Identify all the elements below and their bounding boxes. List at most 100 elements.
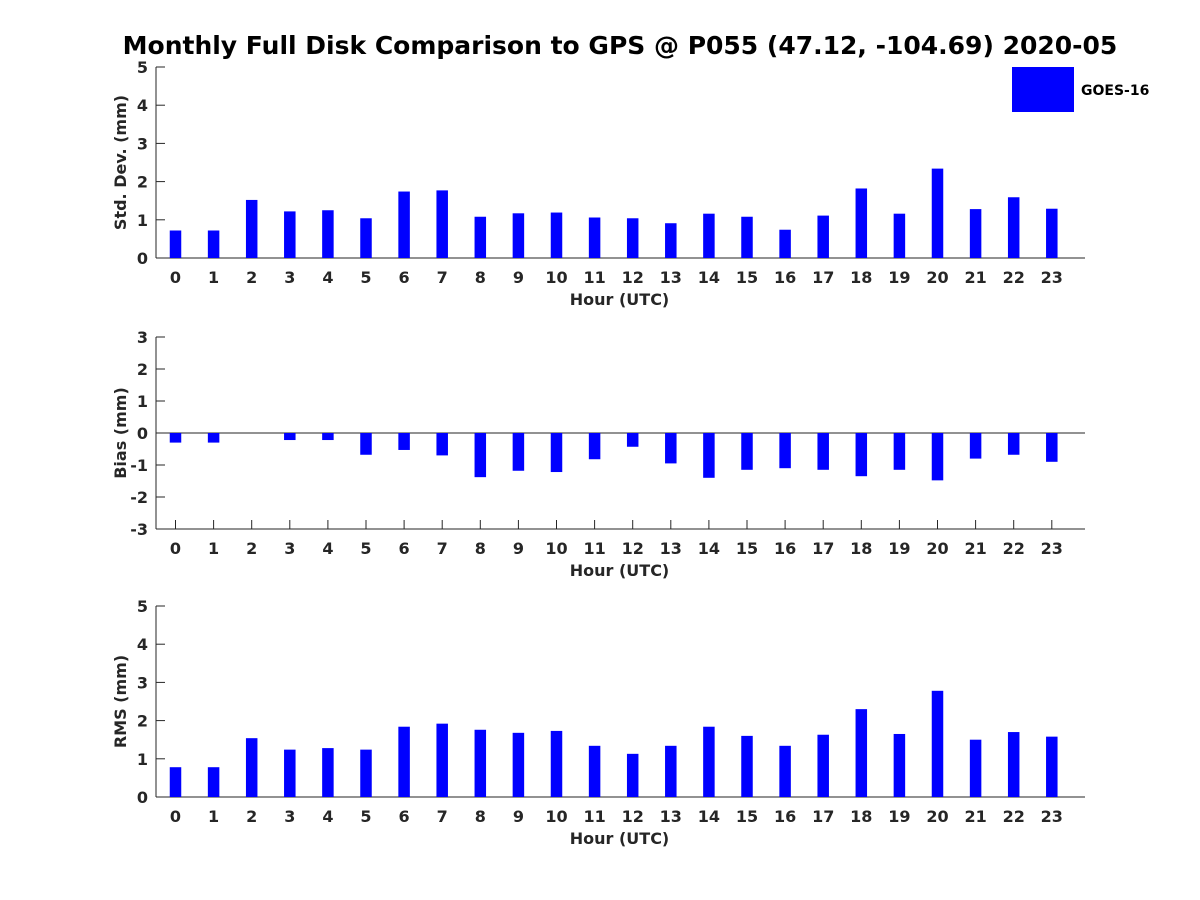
x-tick-label: 11 xyxy=(583,539,605,558)
x-tick-label: 4 xyxy=(322,807,333,826)
bar xyxy=(855,433,868,477)
x-tick-label: 13 xyxy=(660,268,682,287)
x-tick-label: 1 xyxy=(208,807,219,826)
bar xyxy=(665,433,677,464)
bar xyxy=(969,209,982,258)
x-tick-label: 19 xyxy=(888,268,910,287)
x-tick-label: 3 xyxy=(284,539,295,558)
bar xyxy=(398,433,410,450)
x-tick-label: 13 xyxy=(660,807,682,826)
y-tick-label: 5 xyxy=(137,597,148,616)
bar xyxy=(779,229,791,258)
x-tick-label: 8 xyxy=(475,268,486,287)
x-tick-label: 10 xyxy=(545,539,567,558)
x-tick-label: 16 xyxy=(774,268,796,287)
y-axis-label: Bias (mm) xyxy=(111,387,130,479)
x-tick-label: 14 xyxy=(698,268,720,287)
bar xyxy=(322,748,334,797)
x-tick-label: 20 xyxy=(926,807,948,826)
x-tick-label: 10 xyxy=(545,807,567,826)
y-tick-label: -1 xyxy=(130,456,148,475)
x-tick-label: 21 xyxy=(964,807,986,826)
bar xyxy=(969,739,982,797)
bar xyxy=(398,191,410,258)
x-tick-label: 15 xyxy=(736,807,758,826)
y-tick-label: 4 xyxy=(137,96,148,115)
x-tick-label: 4 xyxy=(322,539,333,558)
x-tick-label: 3 xyxy=(284,807,295,826)
bar xyxy=(245,738,258,797)
y-tick-label: 3 xyxy=(137,673,148,692)
bar xyxy=(588,433,601,460)
x-tick-label: 7 xyxy=(437,807,448,826)
bar xyxy=(931,168,944,258)
bar xyxy=(550,433,563,473)
x-tick-label: 23 xyxy=(1041,268,1063,287)
x-tick-label: 0 xyxy=(170,807,181,826)
bar xyxy=(550,730,563,797)
bar xyxy=(1046,208,1058,258)
x-tick-label: 21 xyxy=(964,539,986,558)
y-tick-label: 1 xyxy=(137,750,148,769)
x-tick-label: 11 xyxy=(583,807,605,826)
bar xyxy=(512,433,525,471)
bar xyxy=(703,726,715,797)
bar xyxy=(665,745,677,797)
bar xyxy=(665,223,677,258)
x-tick-label: 23 xyxy=(1041,539,1063,558)
bar xyxy=(169,433,182,443)
x-tick-label: 1 xyxy=(208,268,219,287)
x-tick-label: 9 xyxy=(513,539,524,558)
x-tick-label: 17 xyxy=(812,807,834,826)
y-tick-label: 3 xyxy=(137,134,148,153)
bar xyxy=(893,433,906,470)
bar xyxy=(779,433,791,469)
bar xyxy=(1007,433,1020,455)
legend: GOES-16 xyxy=(1012,67,1149,112)
x-tick-label: 22 xyxy=(1003,807,1025,826)
x-tick-label: 4 xyxy=(322,268,333,287)
bar xyxy=(436,433,448,456)
bar xyxy=(703,433,715,478)
bar xyxy=(626,433,639,447)
bar xyxy=(245,199,258,258)
x-tick-label: 14 xyxy=(698,807,720,826)
y-tick-label: -3 xyxy=(130,520,148,539)
x-tick-label: 15 xyxy=(736,539,758,558)
bar xyxy=(474,433,487,478)
bar xyxy=(817,734,829,797)
x-tick-label: 7 xyxy=(437,539,448,558)
bar xyxy=(284,433,296,441)
x-tick-label: 10 xyxy=(545,268,567,287)
bar xyxy=(626,753,639,797)
bar xyxy=(703,213,715,258)
x-tick-label: 0 xyxy=(170,539,181,558)
y-tick-label: 1 xyxy=(137,392,148,411)
x-tick-label: 20 xyxy=(926,268,948,287)
x-tick-label: 20 xyxy=(926,539,948,558)
x-axis-label: Hour (UTC) xyxy=(570,561,670,580)
x-tick-label: 16 xyxy=(774,807,796,826)
y-tick-label: -2 xyxy=(130,488,148,507)
x-tick-label: 21 xyxy=(964,268,986,287)
chart-title: Monthly Full Disk Comparison to GPS @ P0… xyxy=(123,31,1118,60)
y-tick-label: 2 xyxy=(137,173,148,192)
bar xyxy=(436,190,448,258)
bar xyxy=(626,218,639,258)
x-tick-label: 6 xyxy=(399,539,410,558)
y-tick-label: 4 xyxy=(137,635,148,654)
bar xyxy=(512,213,525,258)
x-axis-label: Hour (UTC) xyxy=(570,290,670,309)
x-tick-label: 14 xyxy=(698,539,720,558)
y-tick-label: 3 xyxy=(137,328,148,347)
bar xyxy=(931,433,944,481)
x-tick-label: 23 xyxy=(1041,807,1063,826)
x-tick-label: 18 xyxy=(850,539,872,558)
bar xyxy=(322,433,334,441)
bar xyxy=(360,218,372,258)
bar xyxy=(360,749,372,797)
y-tick-label: 2 xyxy=(137,360,148,379)
